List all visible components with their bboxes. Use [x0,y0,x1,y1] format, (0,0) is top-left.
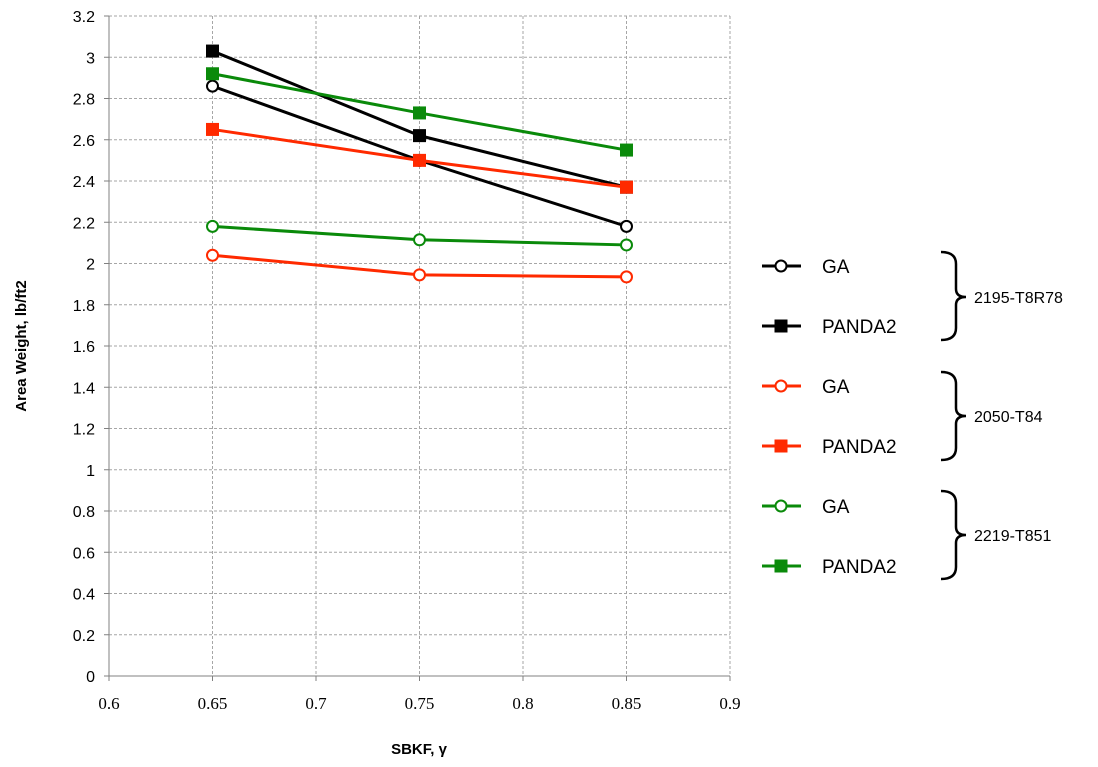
data-point [206,122,219,136]
data-point [413,233,426,247]
data-point [620,238,633,252]
legend-label: GA [822,257,850,278]
legend-label: PANDA2 [822,437,897,458]
data-point [206,248,219,262]
data-point [413,129,426,143]
brace-path [940,489,967,581]
data-point [620,180,633,194]
y-tick-label: 2 [86,257,95,274]
x-tick-label: 0.65 [198,694,228,713]
legend-group-label: 2195-T8R78 [974,290,1063,307]
series-2050-T84-PANDA2 [206,122,633,194]
y-tick-label: 0.4 [73,587,95,604]
series-2219-T851-PANDA2 [206,67,633,157]
legend: GA PANDA2 GA PANDA2 GA PANDA2 2195-T8R78 2050-T… [762,250,1063,581]
legend-group-label: 2050-T84 [974,409,1043,426]
legend-label: GA [822,377,850,398]
brace-path [940,250,967,342]
y-tick-label: 2.4 [73,174,95,191]
series-2219-T851-GA [206,219,633,252]
y-tick-label: 3 [86,50,95,67]
legend-marker [774,319,788,333]
y-tick-label: 2.6 [73,133,95,150]
y-tick-label: 0.2 [73,628,95,645]
legend-marker [774,499,788,513]
data-point [206,79,219,93]
y-tick-label: 0.6 [73,545,95,562]
legend-marker [774,379,788,393]
y-tick-labels: 0 0.2 0.4 0.6 0.8 1 1.2 1.4 1.6 1.8 2 2.2 2.4 2.6 2.8 3… [73,9,95,686]
y-tick-label: 1.6 [73,339,95,356]
x-tick-label: 0.7 [305,694,327,713]
y-tick-label: 1 [86,463,95,480]
y-tick-label: 0 [86,669,95,686]
legend-entry: GA [762,257,850,278]
legend-label: PANDA2 [822,557,897,578]
brace-path [940,370,967,462]
data-point [413,153,426,167]
legend-entry: GA [762,377,850,398]
legend-group-label: 2219-T851 [974,528,1051,545]
y-tick-label: 2.8 [73,92,95,109]
legend-group-brace: 2195-T8R78 [940,250,1063,342]
y-tick-label: 1.8 [73,298,95,315]
legend-marker [774,439,788,453]
legend-group-brace: 2219-T851 [940,489,1051,581]
legend-group-brace: 2050-T84 [940,370,1043,462]
data-point [413,268,426,282]
x-tick-label: 0.9 [719,694,740,713]
series-layer [206,44,633,284]
axes [104,15,731,681]
data-point [206,44,219,58]
y-tick-label: 3.2 [73,9,95,26]
legend-label: GA [822,497,850,518]
y-tick-label: 0.8 [73,504,95,521]
x-tick-label: 0.75 [405,694,435,713]
legend-entry: PANDA2 [762,557,897,578]
legend-entry: PANDA2 [762,437,897,458]
data-point [620,270,633,284]
data-point [413,106,426,120]
x-tick-label: 0.85 [612,694,642,713]
legend-marker [774,259,788,273]
data-point [206,219,219,233]
y-tick-label: 1.4 [73,380,95,397]
data-point [206,67,219,81]
x-tick-label: 0.6 [98,694,119,713]
series-2050-T84-GA [206,248,633,284]
legend-entry: PANDA2 [762,317,897,338]
legend-label: PANDA2 [822,317,897,338]
legend-entry: GA [762,497,850,518]
legend-marker [774,559,788,573]
data-point [620,143,633,157]
data-point [620,219,633,233]
y-tick-label: 2.2 [73,215,95,232]
x-axis-title: SBKF, γ [391,741,448,758]
x-tick-labels: 0.6 0.65 0.7 0.75 0.8 0.85 0.9 [98,694,740,713]
y-tick-label: 1.2 [73,422,95,439]
y-axis-title: Area Weight, lb/ft2 [13,280,30,411]
x-tick-label: 0.8 [512,694,533,713]
